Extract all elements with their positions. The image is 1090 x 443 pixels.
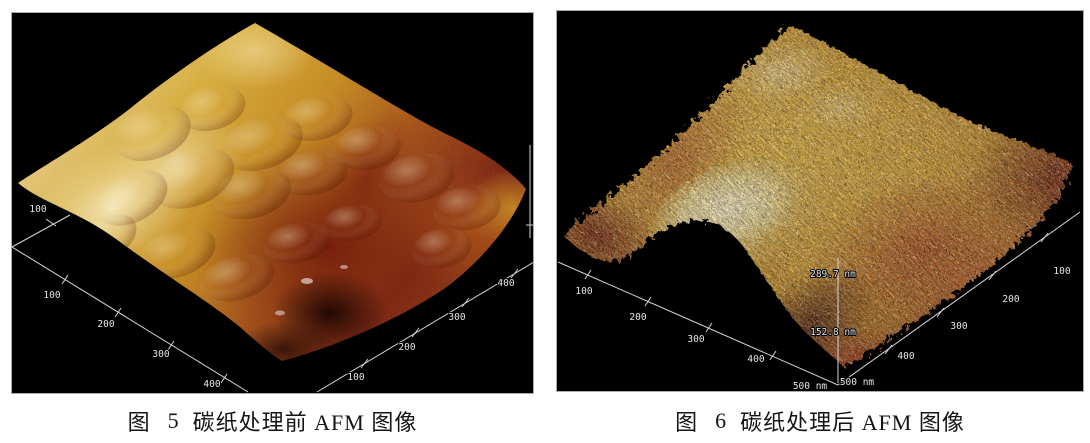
figure-number: 6	[715, 408, 728, 433]
axis-tick-label: 400	[203, 379, 220, 390]
afm-3d-plot-right: 289.7 nm 152.8 nm 100 200 300 400 500 nm…	[557, 25, 1081, 391]
afm-3d-plot-left: 100 100 200 300 400 100 200 300 400	[12, 23, 533, 393]
z-axis-right-panel: 289.7 nm 152.8 nm	[809, 258, 857, 383]
axis-tick-label: 100	[347, 372, 364, 383]
axis-tick-label: 100	[575, 286, 592, 297]
axis-labels-right-panel: 100 200 300 400 500 nm 500 nm 400 300 20…	[574, 265, 1071, 391]
axis-tick-label: 300	[950, 321, 967, 332]
figure-label: 图	[127, 410, 151, 435]
axis-tick-label: 100	[29, 204, 46, 215]
axis-tick-label: 200	[97, 319, 114, 330]
figure-caption-right: 图 6 碳纸处理后 AFM 图像	[556, 405, 1084, 437]
axis-tick-label: 100	[1053, 266, 1070, 277]
axes-right-panel	[557, 211, 1081, 386]
surface-shading	[18, 23, 526, 361]
axis-tick-label: 500 nm	[793, 381, 828, 391]
afm-image-after-treatment: 289.7 nm 152.8 nm 100 200 300 400 500 nm…	[556, 10, 1084, 392]
afm-surface-smooth	[18, 23, 526, 361]
figure-label: 图	[675, 410, 699, 435]
figure-title: 碳纸处理前 AFM 图像	[192, 410, 418, 435]
axis-tick-label: 300	[152, 349, 169, 360]
axis-tick-label: 400	[747, 354, 764, 365]
axis-tick-label: 300	[448, 312, 465, 323]
figure-caption-left: 图 5 碳纸处理前 AFM 图像	[11, 405, 534, 437]
axis-tick-label: 100	[43, 290, 60, 301]
z-axis-label: 289.7 nm	[810, 269, 856, 280]
axes-left-panel: 100 100 200 300 400 100 200 300 400	[12, 145, 533, 393]
axis-tick-label: 400	[497, 278, 514, 289]
afm-image-before-treatment: 100 100 200 300 400 100 200 300 400	[11, 12, 534, 394]
z-axis-label: 152.8 nm	[810, 327, 856, 338]
axis-tick-label: 200	[1002, 294, 1019, 305]
axis-tick-label: 500 nm	[840, 377, 875, 388]
figure-title: 碳纸处理后 AFM 图像	[740, 410, 965, 435]
axis-tick-label: 300	[687, 334, 704, 345]
axis-tick-label: 200	[629, 312, 646, 323]
axis-tick-label: 200	[398, 342, 415, 353]
figure-number: 5	[167, 408, 180, 433]
axis-tick-label: 400	[897, 351, 914, 362]
